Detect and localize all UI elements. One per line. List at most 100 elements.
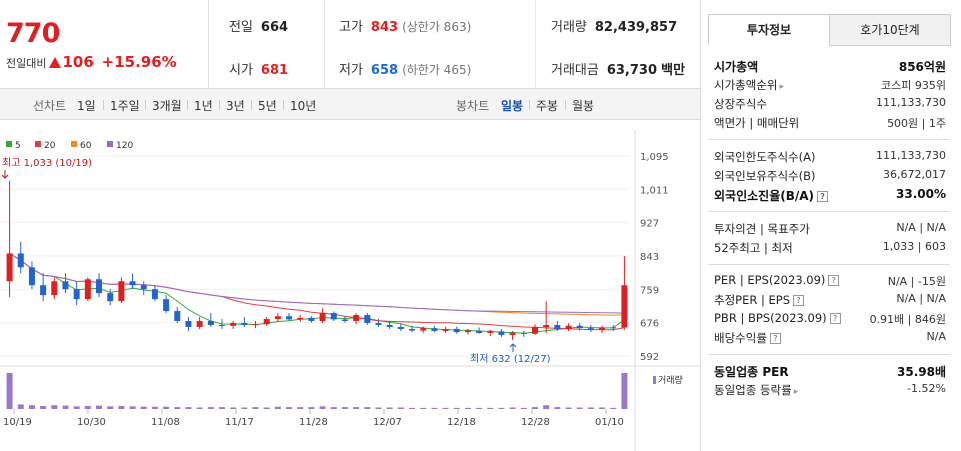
- stock-main-panel: 770 전일대비 106 +15.96% 전일 664 고가 843 (상한가 863)…: [0, 0, 701, 451]
- volume-bar: [353, 407, 360, 409]
- price-chart[interactable]: 1,095 1,011 927 843 759 676 592 5 20 60 120 최고 1,03…: [0, 130, 700, 451]
- market-cap-row: 시가총액 856억원: [714, 60, 946, 74]
- volume-bar: [543, 405, 550, 409]
- foreign-ratio-row: 외국인소진율(B/A)? 33.00%: [714, 187, 946, 203]
- help-icon: ?: [793, 295, 805, 306]
- candle-body: [464, 330, 471, 333]
- period-1w-button[interactable]: 1주일: [110, 99, 140, 113]
- tab-order-book[interactable]: 호가10단계: [829, 14, 951, 46]
- candle-body: [241, 322, 248, 325]
- candle-body: [129, 281, 136, 286]
- volume-bar: [431, 407, 438, 409]
- volume-bar: [84, 405, 91, 409]
- volume-bar: [196, 407, 203, 409]
- candle-body: [353, 315, 360, 322]
- candle-body: [341, 319, 348, 322]
- x-tick-label: 12/28: [521, 417, 550, 428]
- candle-body: [509, 332, 516, 335]
- legend-swatch: [6, 141, 12, 147]
- sector-change-row[interactable]: 동일업종 등락률 ▸ -1.52%: [714, 382, 946, 397]
- candle-body: [73, 289, 80, 300]
- volume-bar: [207, 407, 214, 409]
- volume-bar: [151, 406, 158, 409]
- candle-body: [420, 328, 427, 331]
- dividend-row: 배당수익률? N/A: [714, 330, 946, 345]
- sector-per-row: 동일업종 PER 35.98배: [714, 365, 946, 379]
- period-3y-button[interactable]: 3년: [226, 99, 245, 113]
- foreign-holding-row: 외국인보유주식수(B) 36,672,017: [714, 168, 946, 183]
- candle-body: [107, 293, 114, 302]
- low-price: 저가 658 (하한가 465): [339, 63, 472, 78]
- period-5y-button[interactable]: 5년: [258, 99, 277, 113]
- volume-bar: [218, 407, 225, 409]
- candle-chart-label[interactable]: 봉차트: [456, 99, 490, 113]
- candle-body: [476, 330, 483, 333]
- volume-bar: [286, 407, 293, 409]
- volume-bar: [341, 407, 348, 409]
- candle-body: [364, 315, 371, 323]
- candle-body: [565, 325, 572, 329]
- candle-body: [84, 279, 91, 300]
- chart-toolbar: 선차트 1일 1주일 3개월 1년 3년 5년 10년 봉차트 일봉 주봉 월봉: [0, 89, 700, 120]
- est-per-row: 추정PER | EPS? N/A | N/A: [714, 292, 946, 307]
- volume-bar: [487, 407, 494, 409]
- change-label: 전일대비: [6, 57, 47, 70]
- legend-swatch: [107, 141, 113, 147]
- candle-body: [96, 279, 103, 294]
- help-icon: ?: [828, 275, 840, 286]
- line-chart-label[interactable]: 선차트: [33, 99, 67, 113]
- down-arrow-icon: [1, 170, 9, 179]
- candle-body: [274, 316, 281, 320]
- volume-bar: [230, 407, 237, 409]
- x-tick-label: 11/08: [151, 417, 180, 428]
- volume-bar: [252, 407, 259, 409]
- up-arrow-icon: [509, 343, 517, 352]
- volume: 거래량 82,439,857: [551, 20, 678, 35]
- volume-bar: [274, 406, 281, 409]
- tab-investment-info[interactable]: 투자정보: [708, 14, 830, 45]
- volume-bar: [62, 405, 69, 409]
- candle-body: [40, 285, 47, 296]
- volume-bar: [51, 405, 58, 409]
- help-icon: ?: [829, 313, 841, 324]
- candle-body: [531, 326, 538, 334]
- weekly-button[interactable]: 주봉: [536, 99, 559, 113]
- pbr-row: PBR | BPS(2023.09)? 0.91배 | 846원: [714, 311, 946, 326]
- volume-bar: [28, 405, 35, 409]
- candle-body: [6, 253, 13, 282]
- volume-bar: [397, 407, 404, 409]
- x-tick-label: 12/18: [447, 417, 476, 428]
- candle-body: [28, 267, 35, 286]
- volume-bar: [375, 407, 382, 409]
- x-tick-label: 10/19: [3, 417, 32, 428]
- volume-bar: [319, 406, 326, 409]
- x-tick-label: 10/30: [77, 417, 106, 428]
- daily-button[interactable]: 일봉: [501, 99, 524, 113]
- period-1d-button[interactable]: 1일: [77, 99, 96, 113]
- candle-body: [196, 321, 203, 327]
- period-10y-button[interactable]: 10년: [290, 99, 317, 113]
- candle-body: [207, 321, 214, 325]
- candle-body: [230, 322, 237, 326]
- up-triangle-icon: [49, 57, 62, 68]
- candle-body: [118, 281, 125, 302]
- volume-bar: [140, 406, 147, 409]
- volume-bar: [453, 407, 460, 409]
- opinion-row: 투자의견 | 목표주가 N/A | N/A: [714, 221, 946, 236]
- market-cap-rank-row[interactable]: 시가총액순위 ▸ 코스피 935위: [714, 78, 946, 92]
- volume-bar: [308, 407, 315, 409]
- candle-body: [319, 313, 326, 322]
- volume-bar: [520, 407, 527, 409]
- volume-bar: [554, 407, 561, 409]
- 52w-row: 52주최고 | 최저 1,033 | 603: [714, 240, 946, 255]
- candle-body: [330, 313, 337, 320]
- period-3m-button[interactable]: 3개월: [152, 99, 182, 113]
- candle-body: [17, 253, 24, 268]
- candle-body: [621, 285, 628, 328]
- prev-close: 전일 664: [229, 20, 289, 35]
- volume-bar: [73, 406, 80, 409]
- monthly-button[interactable]: 월봉: [572, 99, 595, 113]
- period-1y-button[interactable]: 1년: [194, 99, 213, 113]
- candle-body: [520, 332, 527, 334]
- candle-body: [543, 324, 550, 327]
